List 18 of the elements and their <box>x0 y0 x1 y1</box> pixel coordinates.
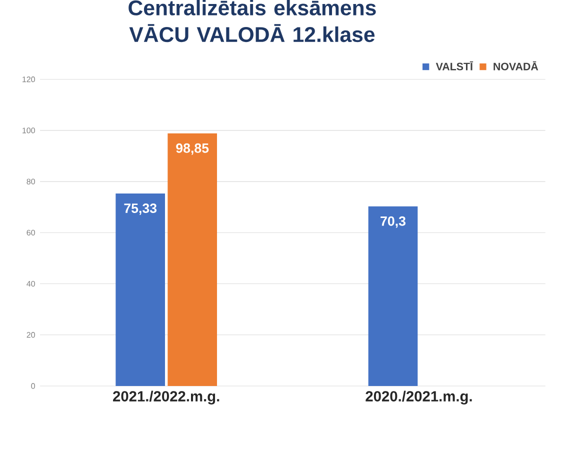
data-label: 75,33 <box>124 204 157 215</box>
chart-title: Centralizētais eksāmens VĀCU VALODĀ 12.klase <box>128 0 376 42</box>
y-tick-label: 20 <box>26 332 35 338</box>
y-tick-label: 40 <box>26 280 35 287</box>
bar <box>168 133 218 386</box>
y-tick-label: 80 <box>26 178 35 184</box>
y-tick-label: 0 <box>31 383 35 389</box>
y-tick-label: 60 <box>26 230 35 236</box>
bar <box>368 206 418 386</box>
y-tick-label: 120 <box>22 76 35 82</box>
data-label: 70,3 <box>380 216 406 228</box>
legend-label: VALSTĪ <box>436 61 474 70</box>
data-label: 98,85 <box>176 143 209 155</box>
legend-label: NOVADĀ <box>494 61 538 70</box>
bar <box>116 193 166 386</box>
y-tick-label: 100 <box>22 128 35 134</box>
x-tick-label: 2020./2021.m.g. <box>366 390 472 404</box>
x-tick-label: 2021./2022.m.g. <box>113 390 220 404</box>
